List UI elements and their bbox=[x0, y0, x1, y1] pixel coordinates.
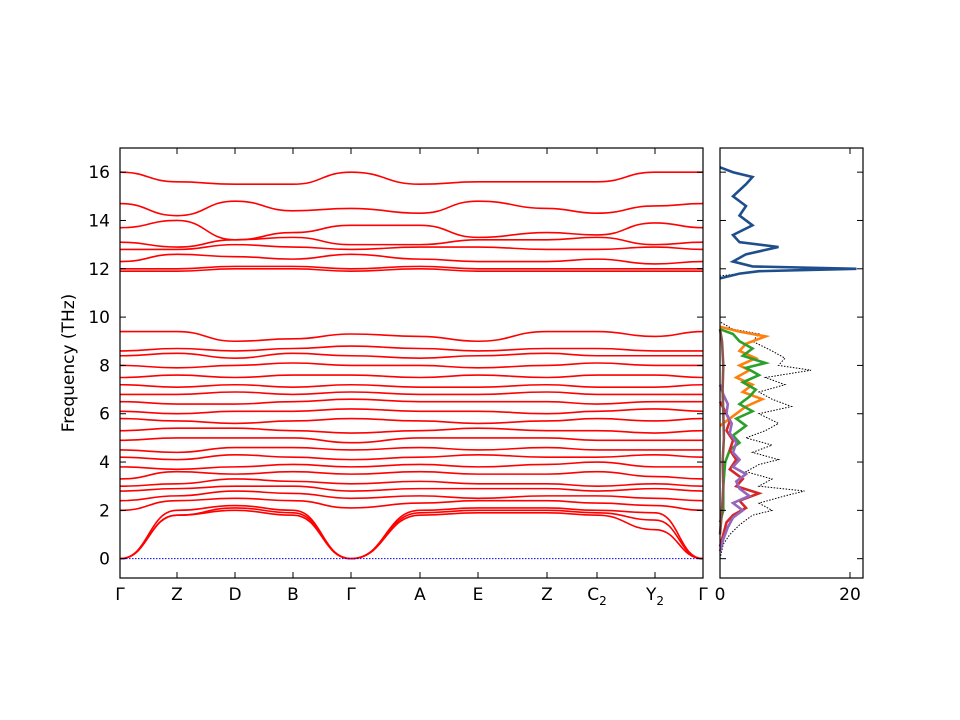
band-line-6 bbox=[119, 478, 704, 488]
band-lines bbox=[119, 171, 704, 560]
band-line-16 bbox=[120, 391, 703, 396]
band-ytick-label-6: 12 bbox=[88, 260, 110, 280]
dos-xtick-label-1: 20 bbox=[839, 585, 861, 605]
dos-panel: 0 20 bbox=[715, 147, 864, 605]
dos-lines bbox=[718, 166, 857, 559]
band-line-21 bbox=[119, 345, 703, 352]
dos-xtick-label-0: 0 bbox=[715, 585, 726, 605]
kpoint-label-9: Y2 bbox=[645, 585, 664, 608]
band-line-9 bbox=[119, 453, 704, 461]
band-ytick-label-7: 14 bbox=[88, 211, 110, 231]
dos-x-ticks: 0 20 bbox=[715, 148, 861, 605]
dos-line-partial-1 bbox=[719, 166, 857, 280]
band-line-20 bbox=[119, 352, 703, 359]
band-x-ticks: Γ Z D B Γ A E Z C2 Y2 Γ bbox=[115, 148, 708, 608]
band-line-10 bbox=[119, 446, 703, 454]
y-axis-label: Frequency (THz) bbox=[59, 294, 79, 433]
dos-line-partial-6 bbox=[718, 328, 726, 535]
band-line-7 bbox=[119, 470, 704, 480]
band-ytick-label-3: 6 bbox=[99, 405, 110, 425]
kpoint-label-6: E bbox=[473, 585, 484, 605]
dos-line-partial-2 bbox=[719, 325, 771, 427]
band-line-14 bbox=[119, 408, 704, 415]
dos-y-ticks bbox=[720, 171, 863, 560]
band-line-25 bbox=[119, 253, 704, 265]
dos-axes-frame bbox=[719, 147, 864, 579]
band-line-2 bbox=[119, 504, 704, 560]
band-line-12 bbox=[119, 427, 704, 434]
band-line-15 bbox=[119, 398, 703, 405]
kpoint-label-4: Γ bbox=[346, 585, 356, 605]
kpoint-label-5: A bbox=[414, 585, 426, 605]
dos-line-partial-4 bbox=[718, 401, 763, 547]
band-line-27 bbox=[119, 236, 704, 248]
band-line-19 bbox=[119, 362, 703, 369]
kpoint-label-10: Γ bbox=[698, 585, 708, 605]
dos-line-partial-3 bbox=[718, 327, 771, 523]
band-ytick-label-1: 2 bbox=[99, 501, 110, 521]
band-ytick-label-2: 4 bbox=[99, 453, 110, 473]
band-line-13 bbox=[119, 417, 704, 425]
kpoint-label-2: D bbox=[228, 585, 241, 605]
kpoint-label-3: B bbox=[287, 585, 299, 605]
band-axes-frame bbox=[119, 147, 704, 579]
band-line-22 bbox=[119, 330, 704, 343]
band-line-11 bbox=[119, 437, 703, 444]
band-line-1 bbox=[119, 507, 704, 560]
band-ytick-label-8: 16 bbox=[88, 163, 110, 183]
band-ytick-label-0: 0 bbox=[99, 550, 110, 570]
kpoint-label-0: Γ bbox=[115, 585, 125, 605]
band-line-0 bbox=[119, 509, 704, 560]
kpoint-label-8: C2 bbox=[587, 585, 607, 608]
dos-line-partial-5 bbox=[718, 384, 752, 552]
band-line-28 bbox=[119, 219, 704, 241]
band-ytick-label-4: 8 bbox=[99, 356, 110, 376]
kpoint-label-7: Z bbox=[541, 585, 553, 605]
band-line-3 bbox=[119, 497, 704, 512]
band-line-24 bbox=[120, 265, 703, 270]
band-line-29 bbox=[119, 200, 704, 217]
band-line-23 bbox=[119, 267, 703, 273]
band-line-30 bbox=[119, 171, 703, 186]
band-line-18 bbox=[119, 374, 704, 379]
band-line-4 bbox=[119, 490, 704, 502]
band-line-17 bbox=[119, 383, 704, 388]
band-line-8 bbox=[119, 461, 703, 471]
band-line-26 bbox=[120, 243, 704, 251]
band-structure-panel: 0 2 4 6 8 10 12 14 16 Γ Z D B Γ A E Z C2 Y2 Γ Frequency (T… bbox=[59, 147, 708, 608]
kpoint-label-1: Z bbox=[171, 585, 183, 605]
band-ytick-label-5: 10 bbox=[88, 308, 110, 328]
band-line-5 bbox=[119, 485, 704, 492]
band-y-ticks: 0 2 4 6 8 10 12 14 16 bbox=[88, 163, 703, 570]
